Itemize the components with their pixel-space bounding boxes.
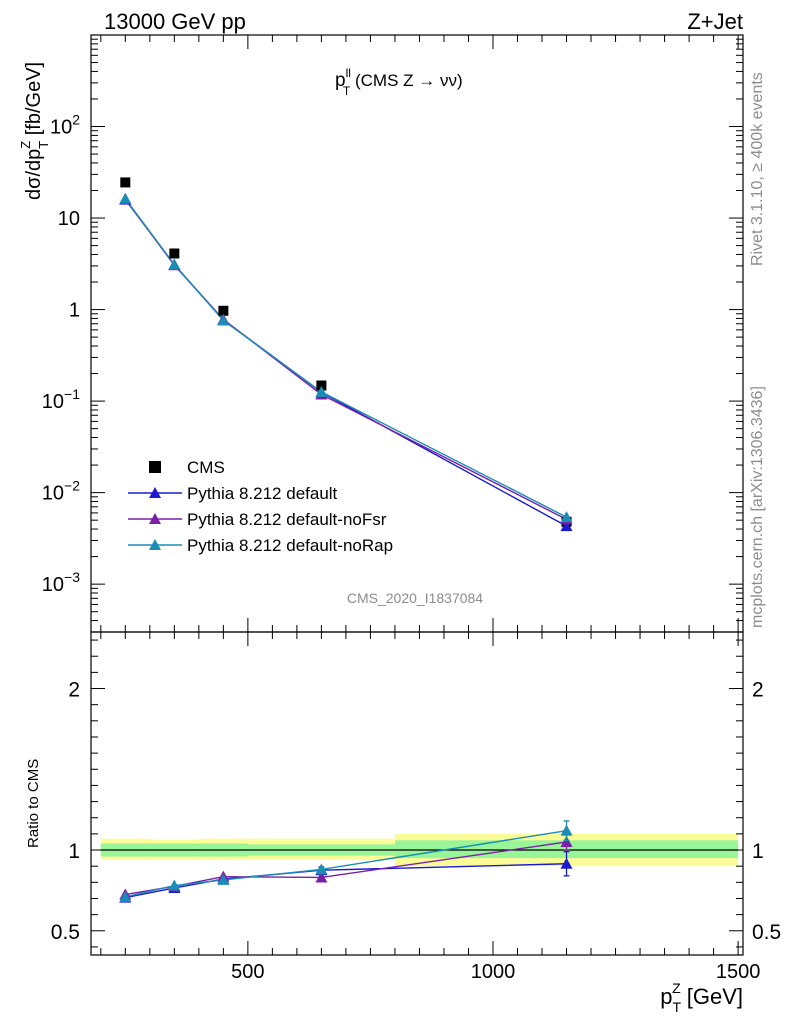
legend-entry: CMS <box>149 458 225 477</box>
main-panel: 10−3 10−2 10−1 1 10 102 pll T (CMS Z → νν) dσ/… <box>18 34 744 633</box>
legend: CMS Pythia 8.212 default Pythia 8.212 defa… <box>128 458 393 555</box>
x-tick-label: 1500 <box>716 961 761 983</box>
x-axis-label: pTZ [GeV] <box>660 980 743 1015</box>
ratio-plot-area <box>100 820 739 903</box>
mc-point <box>560 520 573 532</box>
ratio-y-axis: 0.5 0.5 1 1 2 2 <box>51 639 781 948</box>
legend-marker <box>149 461 161 473</box>
ratio-line <box>125 863 567 899</box>
ratio-point <box>315 871 328 883</box>
ratio-y-tick-label-right: 2 <box>752 679 764 702</box>
title-sub: T <box>343 84 351 98</box>
xlabel-a: p <box>660 984 672 1009</box>
main-x-axis <box>100 35 739 632</box>
legend-entry: Pythia 8.212 default <box>128 484 338 503</box>
main-title: pll T (CMS Z → νν) <box>335 66 463 98</box>
ratio-point <box>560 824 573 836</box>
header-right: Z+Jet <box>687 9 743 34</box>
ratio-y-tick-label: 2 <box>68 679 80 702</box>
ratio-y-tick-label-right: 0.5 <box>752 921 781 944</box>
ylabel-a: dσ/dp <box>23 149 45 200</box>
title-rest: (CMS Z → νν) <box>350 71 462 90</box>
ratio-y-tick-label: 0.5 <box>51 921 80 944</box>
ratio-frame <box>90 631 744 956</box>
series-line <box>124 199 567 527</box>
main-y-axis: 10−3 10−2 10−1 1 10 102 <box>42 34 743 633</box>
legend-marker <box>149 487 161 498</box>
y-tick-label: 10−1 <box>42 386 80 413</box>
ratio-point <box>315 863 328 875</box>
mc-point <box>168 258 181 270</box>
legend-entry: Pythia 8.212 default-noRap <box>128 536 393 555</box>
ylabel-sub: T <box>36 141 51 149</box>
header-left: 13000 GeV pp <box>104 9 246 34</box>
ratio-point <box>119 890 132 902</box>
y-tick-label: 10 <box>58 208 80 230</box>
ratio-x-axis: 500 1000 1500 <box>100 632 761 983</box>
mc-point <box>119 192 132 204</box>
y-tick-label: 10−3 <box>42 569 80 596</box>
y-tick-label: 10−2 <box>42 478 80 505</box>
ratio-panel: 0.5 0.5 1 1 2 2 500 1000 1500 Ratio to CMS pTZ … <box>25 631 781 1015</box>
y-tick-label: 1 <box>69 300 80 322</box>
analysis-id: CMS_2020_I1837084 <box>347 590 483 606</box>
legend-label: CMS <box>187 458 225 477</box>
x-tick-label: 500 <box>231 961 264 983</box>
ylabel-b: [fb/GeV] <box>23 62 45 141</box>
rivet-note: Rivet 3.1.10, ≥ 400k events <box>749 72 766 266</box>
title-p: p <box>335 70 346 91</box>
data-point <box>120 177 131 188</box>
data-point <box>316 380 327 391</box>
xlabel-b: [GeV] <box>681 984 743 1009</box>
mcplots-note: mcplots.cern.ch [arXiv:1306.3436] <box>749 386 766 628</box>
y-tick-label: 102 <box>50 112 80 139</box>
legend-label: Pythia 8.212 default-noFsr <box>187 510 387 529</box>
ylabel-sup: Z <box>18 141 33 149</box>
legend-label: Pythia 8.212 default-noRap <box>187 536 393 555</box>
legend-entry: Pythia 8.212 default-noFsr <box>128 510 387 529</box>
legend-marker <box>149 539 161 550</box>
xlabel-sup: Z <box>672 980 681 996</box>
title-sup: ll <box>346 66 351 80</box>
ratio-point <box>560 857 573 869</box>
data-point <box>218 305 229 316</box>
x-tick-label: 1000 <box>471 961 516 983</box>
ratio-point <box>217 873 230 885</box>
legend-label: Pythia 8.212 default <box>187 484 338 503</box>
mc-point <box>315 385 328 397</box>
main-plot-area <box>119 177 573 532</box>
mc-point <box>560 511 573 523</box>
ratio-y-tick-label: 1 <box>68 840 80 863</box>
ratio-y-label: Ratio to CMS <box>25 759 42 848</box>
ratio-y-tick-label-right: 1 <box>752 840 764 863</box>
data-point <box>169 248 180 259</box>
mc-point <box>217 314 230 326</box>
main-y-label: dσ/dpTZ [fb/GeV] <box>18 62 51 200</box>
ratio-point <box>560 835 573 847</box>
ratio-point <box>168 879 181 891</box>
legend-marker <box>149 513 161 524</box>
xlabel-sub: T <box>673 999 682 1015</box>
